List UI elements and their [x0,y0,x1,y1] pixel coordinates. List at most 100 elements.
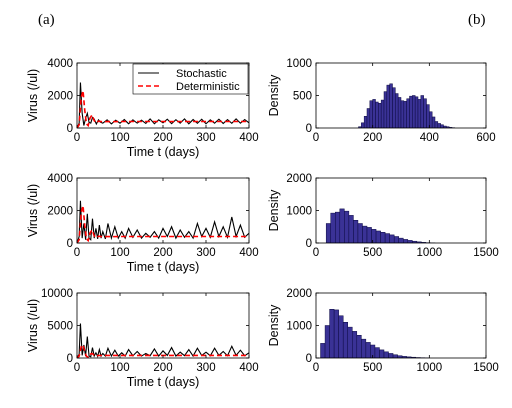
histogram-bar [352,331,358,358]
histogram-bar [423,98,427,128]
chart-b-3: 0 500 1000 1500 0 1000 2000 Density [267,288,499,374]
x-tick-label: 1000 [417,362,443,374]
x-tick-label: 400 [239,247,258,259]
x-tick-label: 1000 [417,247,443,259]
y-tick-label: 1000 [286,58,312,70]
y-tick-label: 0 [67,123,73,135]
x-tick-label: 100 [110,362,129,374]
y-tick-label: 4000 [47,58,73,70]
x-tick-label: 400 [239,362,258,374]
histogram-bar [389,234,395,243]
x-tick-label: 1500 [473,247,499,259]
x-tick-label: 0 [74,362,80,374]
y-axis-label: Virus (/ul) [26,69,40,122]
histogram-bar [378,103,382,128]
histogram-bar [383,351,389,358]
chart-b-2: 0 500 1000 1500 0 1000 2000 Density [267,173,499,259]
x-tick-label: 400 [239,132,258,144]
y-tick-label: 0 [306,238,312,250]
stochastic-line [77,82,249,128]
stochastic-line [77,323,249,358]
y-axis-label: Virus (/ul) [26,299,40,352]
x-tick-label: 100 [110,247,129,259]
x-tick-label: 0 [313,132,319,144]
y-tick-label: 500 [293,91,312,103]
histogram-bar [366,227,372,243]
y-tick-label: 0 [306,353,312,365]
y-tick-label: 2000 [286,173,312,185]
histogram-bar [372,99,376,128]
y-tick-label: 2000 [47,206,73,218]
y-tick-label: 0 [306,123,312,135]
histogram-bar [403,101,407,128]
histogram-bar [344,210,350,243]
histogram-bar [383,91,388,128]
histogram-bar [333,309,339,358]
histogram-bar [329,309,335,358]
data-marks [320,309,430,358]
histogram-bar [362,225,368,243]
x-tick-label: 500 [363,362,382,374]
histogram-bar [375,230,381,243]
histogram-bar [388,353,394,358]
y-axis-label: Density [267,74,281,116]
histogram-bar [369,100,373,128]
histogram-bar [412,95,416,128]
histogram-bar [361,338,367,358]
histogram-bar [397,97,402,128]
stochastic-line [77,200,249,243]
x-tick-label: 1500 [473,362,499,374]
histogram-bar [348,215,354,243]
y-tick-label: 0 [67,353,73,365]
histogram-bar [398,237,404,243]
histogram-bar [386,84,390,128]
chart-b-1: 0 200 400 600 0 500 1000 Density [267,58,496,144]
x-tick-label: 300 [196,362,215,374]
histogram-bar [324,325,330,358]
histogram-bar [429,111,433,128]
y-tick-label: 10000 [41,288,73,300]
histogram-bar [393,236,399,243]
histogram-bar [409,95,413,128]
histogram-bar [374,347,380,358]
histogram-bar [434,121,439,128]
x-axis-label: Time t (days) [127,260,199,274]
y-axis-label: Density [267,189,281,231]
y-tick-label: 1000 [286,321,312,333]
histogram-bar [395,93,399,128]
deterministic-line [77,343,249,358]
histogram-bar [440,124,444,128]
histogram-bar [379,349,385,358]
histogram-bar [384,233,390,243]
histogram-bar [426,104,430,128]
histogram-bar [363,116,368,128]
deterministic-line [77,205,249,243]
legend-entry: Stochastic [176,68,227,80]
histogram-bar [400,100,405,128]
histogram-bar [338,315,344,358]
x-tick-label: 300 [196,132,215,144]
x-axis-label: Time t (days) [127,375,199,389]
histogram-bar [356,335,362,358]
histogram-bar [375,101,379,128]
data-marks [77,323,249,358]
y-axis-label: Virus (/ul) [26,184,40,237]
x-tick-label: 200 [153,247,172,259]
histogram-bar [414,96,419,128]
histogram-bar [380,99,385,128]
histogram-bar [342,322,348,358]
histogram-bar [380,232,386,243]
legend-entry: Deterministic [176,81,240,93]
data-marks [358,83,456,128]
panel-label-a: (a) [38,12,55,28]
x-tick-label: 200 [153,132,172,144]
histogram-bar [357,223,363,243]
data-marks [325,208,436,243]
y-tick-label: 4000 [47,173,73,185]
y-tick-label: 1000 [286,206,312,218]
histogram-bar [320,343,326,358]
